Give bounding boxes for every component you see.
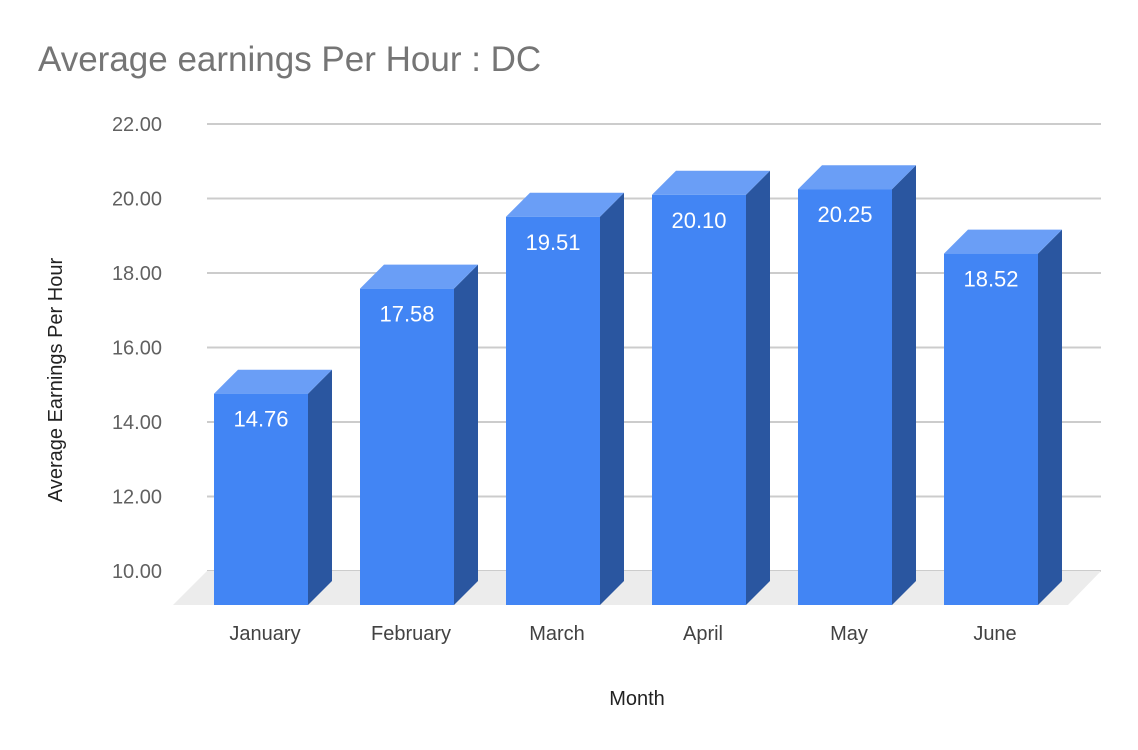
x-axis-labels: January February March April May June xyxy=(229,623,1016,645)
bar-april: 20.10 xyxy=(652,170,770,605)
value-label: 18.52 xyxy=(963,267,1018,292)
y-tick-label: 14.00 xyxy=(112,412,162,434)
x-axis-title: Month xyxy=(609,688,665,710)
bar-march: 19.51 xyxy=(506,192,624,605)
value-label: 17.58 xyxy=(379,302,434,327)
x-tick-label: June xyxy=(973,623,1016,645)
y-tick-label: 22.00 xyxy=(112,114,162,136)
y-tick-label: 12.00 xyxy=(112,487,162,509)
x-tick-label: January xyxy=(229,623,300,645)
chart-title: Average earnings Per Hour : DC xyxy=(38,40,542,79)
y-tick-label: 16.00 xyxy=(112,338,162,360)
bar-june: 18.52 xyxy=(944,229,1062,605)
x-tick-label: April xyxy=(683,623,723,645)
bar-february: 17.58 xyxy=(360,264,478,605)
value-label: 19.51 xyxy=(525,230,580,255)
bar-january: 14.76 xyxy=(214,369,332,605)
x-tick-label: March xyxy=(529,623,585,645)
y-axis-title: Average Earnings Per Hour xyxy=(45,258,67,503)
gridlines: 22.00 20.00 18.00 16.00 14.00 12.00 10.00 xyxy=(112,114,1101,583)
value-label: 14.76 xyxy=(233,407,288,432)
value-label: 20.10 xyxy=(671,208,726,233)
x-tick-label: February xyxy=(371,623,451,645)
x-tick-label: May xyxy=(830,623,868,645)
bars: 14.76 17.58 19.51 20.10 20.25 18.52 xyxy=(214,165,1062,605)
y-tick-label: 20.00 xyxy=(112,189,162,211)
value-label: 20.25 xyxy=(817,202,872,227)
y-tick-label: 18.00 xyxy=(112,263,162,285)
bar-may: 20.25 xyxy=(798,165,916,605)
y-tick-label: 10.00 xyxy=(112,561,162,583)
